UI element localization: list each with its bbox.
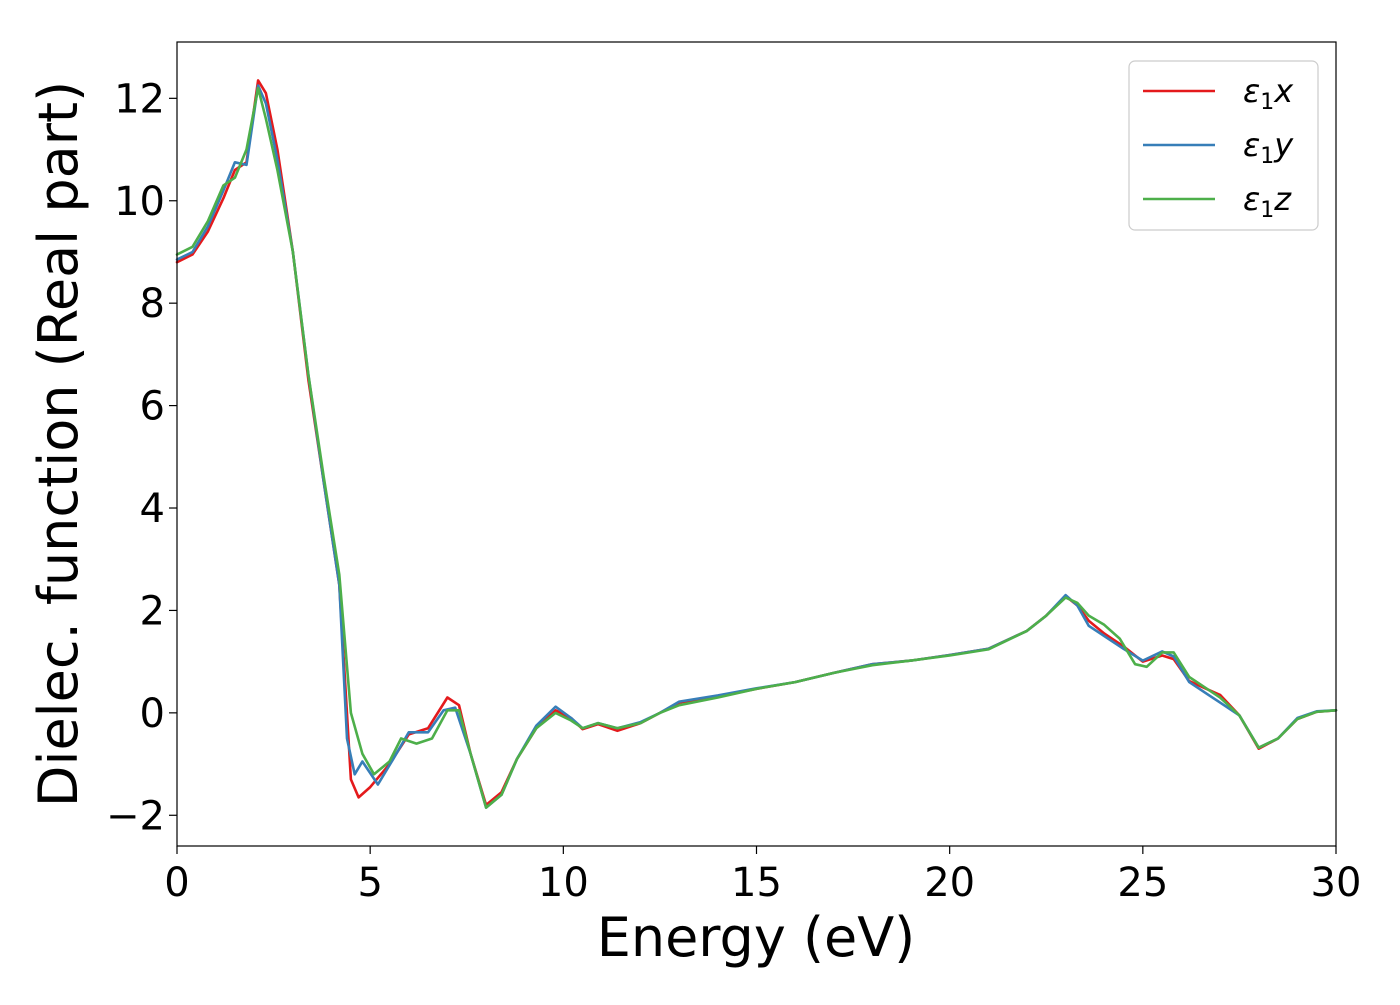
x-tick-label: 5: [357, 860, 382, 906]
legend: ε1x ε1y ε1z: [1128, 60, 1319, 231]
series-layer: [175, 79, 1338, 809]
y-axis: −2 0 2 4 6 8 10 12: [106, 76, 177, 839]
y-tick-label: 2: [140, 588, 165, 634]
y-tick-label: 6: [140, 384, 165, 430]
y-tick-label: 4: [140, 486, 165, 532]
y-tick-label: 0: [140, 691, 165, 737]
y-tick-label: 8: [140, 281, 165, 327]
y-axis-label: Dielec. function (Real part): [27, 81, 90, 807]
y-tick-label: 12: [114, 76, 165, 122]
series-line-z: [175, 86, 1338, 809]
y-tick-label: −2: [106, 793, 165, 839]
x-tick-label: 20: [924, 860, 975, 906]
x-tick-label: 30: [1311, 860, 1362, 906]
x-tick-label: 25: [1117, 860, 1168, 906]
legend-box: [1128, 60, 1319, 231]
y-tick-label: 10: [114, 179, 165, 225]
x-tick-label: 15: [731, 860, 782, 906]
legend-label-z: ε1z: [1243, 180, 1292, 223]
legend-label-x: ε1x: [1243, 72, 1294, 115]
x-axis-label: Energy (eV): [597, 906, 916, 969]
x-axis: 0 5 10 15 20 25 30: [164, 846, 1361, 906]
legend-label-y: ε1y: [1243, 126, 1294, 169]
x-tick-label: 0: [164, 860, 189, 906]
x-tick-label: 10: [538, 860, 589, 906]
